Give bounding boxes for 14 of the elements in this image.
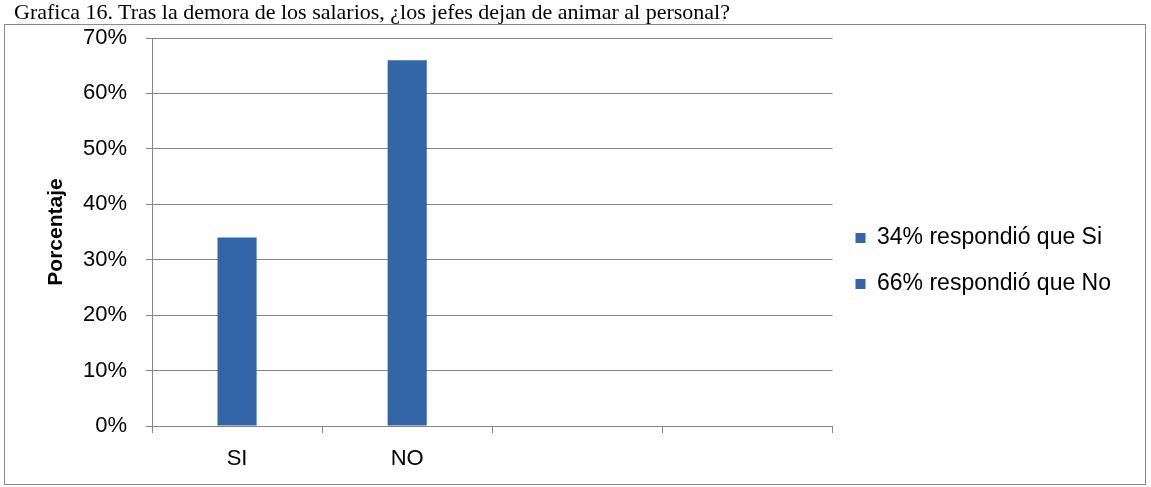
x-tick-label: SI <box>226 445 248 471</box>
legend-label: 66% respondió que No <box>877 269 1111 296</box>
y-tick-label: 20% <box>82 301 127 327</box>
y-tick-label: 30% <box>82 245 127 271</box>
y-tick-label: 10% <box>82 356 127 382</box>
y-tick-label: 60% <box>82 79 127 105</box>
y-tick-label: 70% <box>82 24 127 50</box>
x-tick-label: NO <box>390 445 424 471</box>
y-tick-label: 40% <box>82 190 127 216</box>
chart-title: Grafica 16. Tras la demora de los salarios, ¿los jefes dejan de animar al personal? <box>14 0 730 24</box>
legend-label: 34% respondió que Si <box>877 223 1103 250</box>
y-tick-label: 50% <box>82 134 127 160</box>
y-tick-label: 0% <box>95 412 127 438</box>
y-axis-title: Porcentaje <box>43 178 67 286</box>
